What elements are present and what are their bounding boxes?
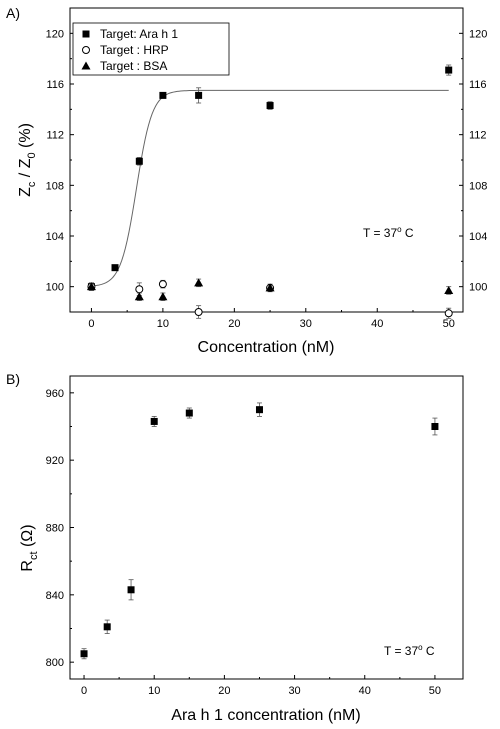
data-point [194,308,203,316]
x-tick-label: 40 [359,685,371,697]
x-tick-label: 40 [371,318,383,330]
data-point [266,102,274,110]
panel-a-axes: 0 10 20 30 40 50 100 100 104 104 108 108 112 112 116 11… [46,28,488,330]
panel-b-plot-frame [69,375,464,680]
panel-b-marks [80,402,439,660]
x-tick-label: 30 [288,685,300,697]
panel-a: A) 0 10 20 30 40 50 100 100 104 104 108 108 112 112 11… [6,5,487,356]
y-tick-label: 960 [46,388,64,400]
panel-a-y-title-sub1: c [26,181,38,187]
panel-a-y-axis-title: Zc / Z0 (%) [17,123,38,197]
panel-a-y-title-sub2: 0 [26,152,38,158]
data-point [431,423,439,430]
y-tick-label: 800 [46,657,64,669]
legend-marker [81,61,91,70]
legend-label: Target: Ara h 1 [100,27,178,41]
data-point [135,285,144,294]
x-tick-label: 30 [300,318,312,330]
y-tick-label: 880 [46,523,64,535]
panel-b-y-title-main: R [19,560,36,572]
data-point [194,278,204,287]
data-point [159,91,167,99]
x-tick-label: 50 [429,685,441,697]
y-right-tick-label: 108 [469,180,487,192]
data-point [255,406,263,414]
x-tick-label: 20 [218,685,230,697]
panel-b-annotation-sup: o [418,643,423,652]
panel-b-axes: 0 10 20 30 40 50 800 840 880 920 960 [46,388,441,697]
data-point [80,650,88,658]
panel-b-label: B) [6,371,20,387]
panel-b-x-axis-title: Ara h 1 concentration (nM) [171,707,360,724]
y-right-tick-label: 100 [469,282,487,294]
data-point [195,91,203,99]
panel-a-y-title-sep: / Z [17,158,34,181]
legend-label: Target : BSA [100,59,167,73]
panel-a-annotation-text: T = 37 [363,226,397,240]
legend-marker [82,46,90,54]
data-point [158,280,167,289]
panel-a-y-title-tail: (%) [17,123,34,152]
data-point [444,309,453,318]
x-tick-label: 20 [228,318,240,330]
y-right-tick-label: 112 [469,130,487,142]
panel-b: B) 0 10 20 30 40 50 800 840 880 920 960 Ara h 1 co… [6,371,464,724]
y-tick-label: 920 [46,455,64,467]
panel-a-annotation-tail: C [402,226,414,240]
data-point [135,157,143,165]
panel-b-y-axis-title: Rct (Ω) [19,524,40,571]
panel-b-y-title-sub: ct [28,551,40,560]
data-point [445,66,453,74]
panel-a-marks [86,64,454,319]
panel-a-temperature-annotation: T = 37o C [363,225,414,240]
sigmoid-fit-line [91,89,449,287]
y-right-tick-label: 116 [469,79,487,91]
x-tick-label: 10 [157,318,169,330]
panel-a-label: A) [6,5,20,21]
panel-b-temperature-annotation: T = 37o C [384,643,435,658]
data-point [158,292,168,301]
y-tick-label: 116 [46,79,64,91]
data-point [103,623,111,631]
panel-b-annotation-tail: C [423,644,435,658]
legend-label: Target : HRP [100,43,169,57]
y-tick-label: 108 [46,180,64,192]
series-2 [86,278,454,302]
panel-b-annotation-text: T = 37 [384,644,418,658]
data-point [86,282,96,291]
panel-a-x-axis-title: Concentration (nM) [198,339,335,356]
panel-b-y-title-tail: (Ω) [19,524,36,551]
data-point [444,285,454,294]
legend-marker [82,30,90,38]
panel-a-y-title-main: Z [17,187,34,197]
series-0 [80,402,439,660]
data-point [185,409,193,417]
panel-a-legend: Target: Ara h 1 Target : HRP Target : BSA [72,22,230,76]
panel-a-legend-box [72,22,230,76]
y-right-tick-label: 120 [469,28,487,40]
y-right-tick-label: 104 [469,231,487,243]
y-tick-label: 112 [46,130,64,142]
y-tick-label: 104 [46,231,64,243]
series-0 [87,64,453,291]
y-tick-label: 840 [46,590,64,602]
y-tick-label: 120 [46,28,64,40]
x-tick-label: 0 [88,318,94,330]
x-tick-label: 0 [81,685,87,697]
data-point [134,292,144,301]
panel-a-fit-curve [91,89,449,287]
y-tick-label: 100 [46,282,64,294]
x-tick-label: 50 [443,318,455,330]
x-tick-label: 10 [148,685,160,697]
panel-a-annotation-sup: o [397,225,402,234]
data-point [150,417,158,425]
data-point [111,264,119,272]
data-point [127,586,135,594]
data-point [265,283,275,292]
